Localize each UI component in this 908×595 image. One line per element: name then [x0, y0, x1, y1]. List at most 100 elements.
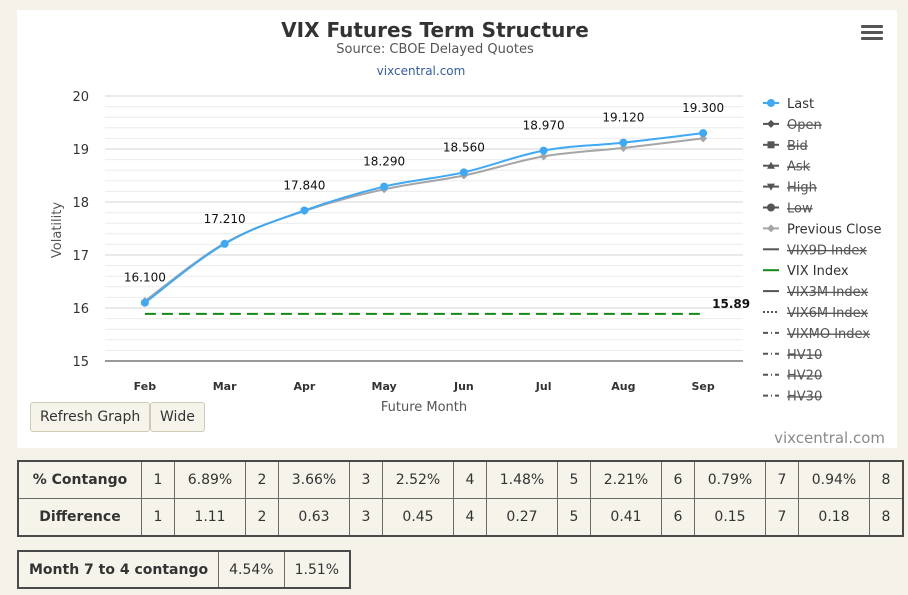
table-row: Month 7 to 4 contango 4.54% 1.51%	[17, 550, 351, 589]
series-previous-close-point[interactable]	[539, 152, 548, 161]
legend-marker-icon	[767, 161, 775, 169]
x-tick-label: Jul	[535, 380, 552, 393]
legend-marker-icon	[767, 119, 775, 128]
legend-label: VIX3M Index	[787, 285, 868, 300]
legend-label: VIX6M Index	[787, 306, 868, 321]
x-tick-label: May	[372, 380, 397, 393]
x-tick-label: Mar	[213, 380, 237, 393]
series-last-point[interactable]	[220, 239, 229, 248]
month-7-to-4-header: Month 7 to 4 contango	[17, 550, 220, 589]
month-7-to-4-value: 4.54%	[218, 550, 285, 589]
legend-marker-icon	[767, 183, 775, 191]
data-label: 18.290	[363, 155, 405, 169]
legend-label: Bid	[787, 139, 808, 154]
series-last-point[interactable]	[380, 182, 389, 191]
legend-label: VIXMO Index	[787, 327, 870, 342]
value-cell: 1.48%	[486, 460, 558, 499]
series-last-point[interactable]	[539, 146, 548, 155]
series-last-point[interactable]	[619, 138, 628, 147]
grid-layer	[105, 95, 743, 362]
row-header: % Contango	[17, 460, 142, 499]
data-label: 19.120	[602, 111, 644, 125]
value-cell: 0.63	[278, 498, 350, 537]
x-axis-title: Future Month	[381, 400, 467, 415]
series-last-point[interactable]	[300, 206, 309, 215]
legend-item-vixmo-index[interactable]: VIXMO Index	[763, 327, 870, 342]
data-label: 17.840	[283, 178, 325, 192]
table-row: % Contango 1 6.89% 2 3.66% 3 2.52% 4 1.48% 5 2.21%…	[17, 460, 904, 499]
legend-item-hv30[interactable]: HV30	[763, 390, 822, 405]
y-tick-label: 16	[72, 302, 89, 317]
hamburger-menu-icon-bar	[861, 31, 883, 34]
series-previous-close-point[interactable]	[699, 134, 708, 143]
row-header: Difference	[17, 498, 142, 537]
series-last-line	[144, 132, 704, 304]
month-number-cell: 1	[141, 498, 175, 537]
month-number-cell: 2	[245, 460, 279, 499]
legend-label: HV20	[787, 369, 822, 384]
chart-menu-button[interactable]	[861, 22, 883, 42]
month-number-cell: 1	[141, 460, 175, 499]
legend-marker-icon	[767, 141, 775, 149]
x-tick-label: Sep	[691, 380, 714, 393]
value-cell: 0.41	[590, 498, 662, 537]
refresh-graph-button[interactable]: Refresh Graph	[30, 402, 151, 432]
y-tick-label: 15	[72, 355, 89, 370]
month-number-cell: 3	[349, 460, 383, 499]
x-tick-label: Aug	[611, 380, 635, 393]
chart-svg: VIX Futures Term Structure Source: CBOE …	[50, 18, 885, 447]
month-number-cell: 4	[453, 498, 487, 537]
legend-label: VIX Index	[787, 264, 849, 279]
data-label: 18.970	[523, 119, 565, 133]
month-number-cell: 4	[453, 460, 487, 499]
chart-panel: VIX Futures Term Structure Source: CBOE …	[17, 10, 897, 448]
series-last-point[interactable]	[140, 298, 149, 307]
y-tick-label: 17	[72, 249, 89, 264]
legend-item-bid[interactable]: Bid	[763, 139, 808, 154]
legend-item-vix9d-index[interactable]: VIX9D Index	[763, 243, 867, 258]
legend-item-hv20[interactable]: HV20	[763, 369, 822, 384]
legend-marker-icon	[767, 224, 775, 233]
legend-item-ask[interactable]: Ask	[763, 160, 811, 175]
legend-label: High	[787, 181, 817, 196]
legend-item-last[interactable]: Last	[763, 97, 814, 112]
data-label: 19.300	[682, 101, 724, 115]
series-last-point[interactable]	[699, 129, 708, 138]
contango-table: % Contango 1 6.89% 2 3.66% 3 2.52% 4 1.48% 5 2.21%…	[17, 460, 904, 537]
value-cell: 6.89%	[174, 460, 246, 499]
month-number-cell: 5	[557, 498, 591, 537]
legend-label: HV30	[787, 390, 822, 405]
legend-item-high[interactable]: High	[763, 181, 817, 196]
legend-label: Low	[787, 202, 813, 217]
series-layer: 15.89 16.100 17.210 17.840 18.290 18.560 18.97…	[124, 101, 750, 315]
x-tick-label: Apr	[293, 380, 315, 393]
legend-label: Previous Close	[787, 222, 882, 237]
chart-credit[interactable]: vixcentral.com	[774, 429, 885, 447]
series-last-point[interactable]	[459, 168, 468, 177]
legend-item-hv10[interactable]: HV10	[763, 348, 822, 363]
legend-item-low[interactable]: Low	[763, 202, 813, 217]
month-number-cell: 7	[765, 460, 799, 499]
legend-item-vix6m-index[interactable]: VIX6M Index	[763, 306, 868, 321]
month-number-cell: 3	[349, 498, 383, 537]
legend-label: HV10	[787, 348, 822, 363]
legend-label: Open	[787, 118, 822, 133]
legend-item-previous-close[interactable]: Previous Close	[763, 222, 882, 237]
vix-index-label: 15.89	[712, 297, 750, 311]
value-cell: 0.27	[486, 498, 558, 537]
y-axis-title: Volatility	[50, 202, 65, 258]
x-tick-label: Feb	[134, 380, 157, 393]
legend-item-vix3m-index[interactable]: VIX3M Index	[763, 285, 868, 300]
value-cell: 2.52%	[382, 460, 454, 499]
legend-marker-icon	[767, 203, 775, 212]
month-number-cell: 8	[869, 460, 904, 499]
data-label: 18.560	[443, 140, 485, 154]
month-number-cell: 6	[661, 460, 695, 499]
legend-item-open[interactable]: Open	[763, 118, 822, 133]
data-label: 17.210	[204, 212, 246, 226]
legend-item-vix-index[interactable]: VIX Index	[763, 264, 849, 279]
wide-button[interactable]: Wide	[150, 402, 205, 432]
y-tick-label: 20	[72, 90, 89, 105]
legend-label: Ask	[787, 160, 811, 175]
vixcentral-link[interactable]: vixcentral.com	[377, 64, 466, 78]
